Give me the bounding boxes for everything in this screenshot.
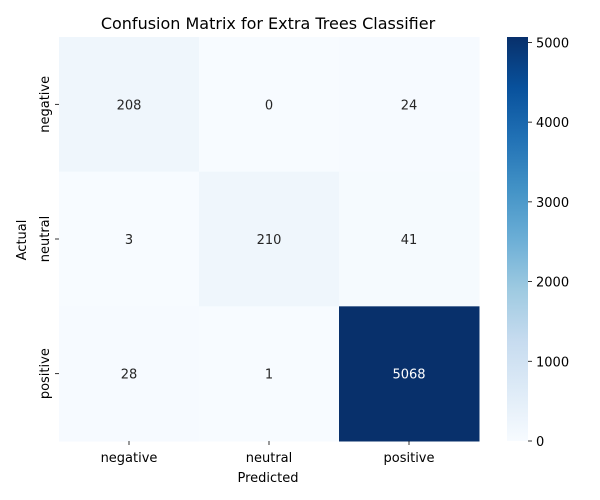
- colorbar-tick-label: 0: [536, 435, 544, 450]
- colorbar-tick-label: 4000: [536, 116, 569, 131]
- colorbar-ticks: 0 1000 2000 3000 4000 5000: [528, 36, 569, 450]
- colorbar-tick-label: 5000: [536, 36, 569, 51]
- x-axis-label: Predicted: [237, 471, 298, 486]
- cell-value-label: 41: [401, 233, 418, 248]
- heatmap-cell: [339, 306, 480, 442]
- colorbar-tick-label: 1000: [536, 355, 569, 370]
- cell-value-label: 210: [257, 233, 282, 248]
- cell-value-label: 28: [121, 368, 138, 383]
- x-tick-label: negative: [101, 451, 158, 466]
- heatmap-cell: [339, 171, 480, 307]
- x-tick-label: positive: [384, 451, 435, 466]
- cell-value-label: 0: [265, 98, 273, 113]
- x-tick-label: neutral: [246, 451, 293, 466]
- cell-value-label: 208: [117, 98, 142, 113]
- y-axis-label: Actual: [15, 220, 30, 261]
- heatmap-cell: [199, 171, 340, 307]
- x-axis-ticks: negative neutral positive: [101, 441, 435, 466]
- heatmap-cell: [339, 37, 480, 173]
- colorbar-tick-label: 3000: [536, 196, 569, 211]
- heatmap-cells: 208 0 24 3 210 41 28 1 5068: [59, 37, 480, 442]
- heatmap-cell: [59, 37, 200, 173]
- chart-title: Confusion Matrix for Extra Trees Classif…: [101, 14, 436, 33]
- cell-value-label: 24: [401, 98, 418, 113]
- colorbar: [507, 37, 528, 441]
- colorbar-tick-label: 2000: [536, 276, 569, 291]
- cell-value-label: 1: [265, 368, 273, 383]
- heatmap-cell: [199, 306, 340, 442]
- cell-value-label: 3: [125, 233, 133, 248]
- y-tick-label: negative: [38, 76, 53, 133]
- y-axis-ticks: negative neutral positive: [38, 76, 59, 399]
- heatmap-cell: [59, 306, 200, 442]
- heatmap-cell: [199, 37, 340, 173]
- heatmap-cell: [59, 171, 200, 307]
- cell-value-label: 5068: [392, 368, 425, 383]
- y-tick-label: neutral: [38, 216, 53, 263]
- y-tick-label: positive: [38, 348, 53, 399]
